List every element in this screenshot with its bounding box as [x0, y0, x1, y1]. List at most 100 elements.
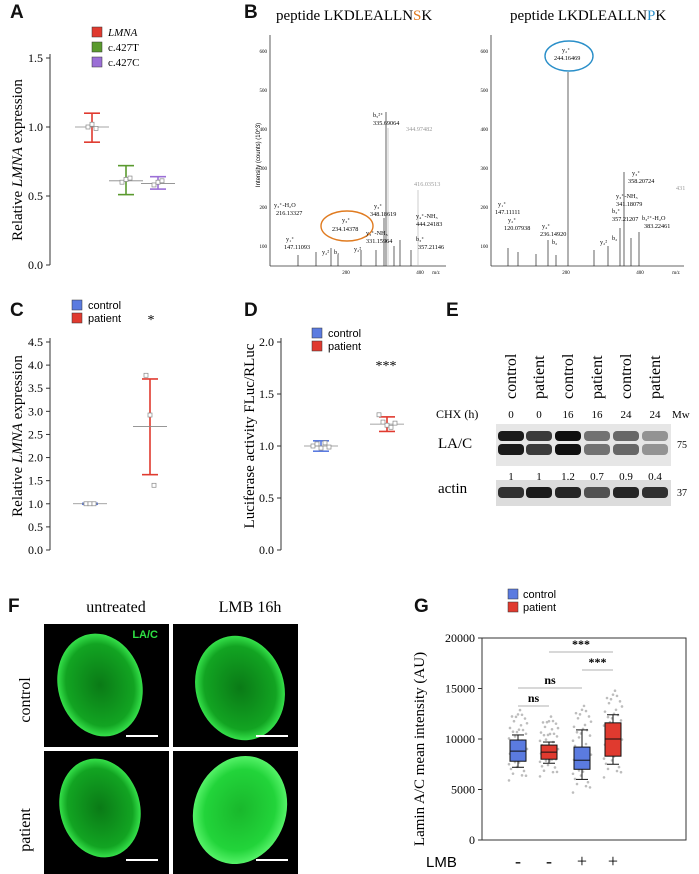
spectrum-annotation: b₃⁺ [416, 236, 425, 243]
lmb-sign: + [608, 851, 618, 871]
spectrum-annotation: y₃⁺-NH₃ [616, 193, 638, 200]
panel-g-point [603, 710, 607, 713]
spectrum-left-ylabel: Intensity (counts) (10^3) [256, 123, 262, 187]
legend-label-patient: patient [88, 313, 121, 325]
lac-band-lower [526, 444, 552, 455]
panel-g-point [520, 774, 524, 777]
panel-g-point [587, 715, 591, 718]
lane-label-patient: patient [531, 355, 548, 399]
panel-g-point [614, 708, 618, 712]
panel-g-point [521, 728, 525, 732]
panel-g-point [611, 693, 615, 696]
panel-g-point [586, 780, 590, 784]
panel-g-point [507, 737, 511, 740]
spectrum-annotation: 431 [676, 185, 685, 192]
lac-blot [496, 424, 671, 466]
panel-g-point [543, 725, 547, 729]
panel-c-ytick-label: 1.5 [28, 474, 43, 488]
panel-d-ytick-label: 1.0 [259, 439, 274, 453]
panel-b-spectra: peptide LKDLEALLNSK peptide LKDLEALLNPK … [256, 8, 685, 276]
lane-label-patient: patient [647, 355, 664, 399]
panel-g-point [542, 733, 546, 737]
panel-g-point [602, 757, 606, 760]
legend-swatch-patient [311, 340, 323, 352]
panel-g-point [545, 720, 549, 724]
panel-c-ytick-label: 3.0 [28, 404, 43, 418]
panel-g-ytick-label: 20000 [445, 631, 475, 645]
nucleus-patient-untreated [59, 758, 141, 858]
panel-d-point [384, 422, 390, 428]
panel-d-point [310, 443, 316, 449]
panel-g-point [571, 772, 575, 776]
panel-g-point [571, 739, 575, 743]
panel-g-point [577, 736, 581, 739]
panel-a-point [159, 178, 165, 184]
panel-d-significance: *** [376, 359, 397, 374]
panel-g-point [580, 708, 584, 712]
panel-g-sig-p: *** [589, 655, 607, 669]
panel-g-point [582, 704, 586, 708]
actin-band [555, 487, 581, 498]
spectrum-annotation: y₂² [600, 239, 607, 246]
panel-g-point [609, 697, 613, 701]
spectrum-annotation: 358.20724 [628, 178, 654, 185]
panel-g-point [588, 734, 592, 737]
lac-band-lower [613, 444, 639, 455]
spectrum-annotation: 416.03513 [414, 181, 440, 188]
spectrum-annotation: y₃⁺ [632, 170, 641, 177]
panel-g-ylabel: Lamin A/C mean intensity (AU) [412, 652, 428, 846]
panel-g-point [514, 715, 518, 719]
panel-d-point [392, 420, 398, 426]
actin-band [613, 487, 639, 498]
lmb-sign: - [515, 851, 521, 871]
mw-label: Mw [672, 409, 690, 421]
panel-g-point [588, 786, 592, 789]
lmb-sign: - [546, 851, 552, 871]
panel-g-point [583, 723, 587, 727]
panel-d-ylabel: Luciferase activity FLuc/RLuc [242, 343, 258, 528]
lac-band-upper [526, 431, 552, 441]
panel-c-point [147, 412, 153, 418]
panel-g-point [555, 770, 559, 774]
spectrum-right-highlight-circle [544, 40, 594, 72]
spectrum-annotation: 331.15964 [366, 238, 392, 245]
spectrum-annotation: 348.18619 [370, 211, 396, 218]
panel-g-point [618, 700, 622, 703]
panel-c-ylabel: Relative LMNA expression [10, 355, 26, 517]
spectrum-left-xtick: 200 [342, 271, 350, 276]
panel-g-box [604, 722, 622, 757]
panel-c-point [87, 501, 93, 507]
nucleus-control-untreated [57, 633, 143, 737]
lac-band-upper [584, 431, 610, 441]
panel-g-point [589, 720, 593, 723]
panel-g-sig-ns: ns [544, 673, 556, 687]
chx-value: 16 [563, 409, 575, 421]
spectrum-left-xtick: 400 [416, 271, 424, 276]
spectrum-annotation: y₃⁺ [342, 217, 351, 224]
panel-g-point [511, 772, 515, 775]
spectrum-right-ytick: 100 [481, 245, 489, 250]
panel-g-point [546, 763, 550, 767]
panel-label-c: C [10, 300, 24, 321]
mw-actin: 37 [677, 488, 687, 499]
panel-c-chart: 0.0 0.5 1.0 1.5 2.0 2.5 3.0 3.5 4.0 4.5 Relative … [10, 299, 167, 557]
panel-c-point [151, 482, 157, 488]
spectrum-annotation: 236.14920 [540, 231, 566, 238]
spectrum-annotation: b₂ [552, 239, 557, 246]
spectrum-annotation: y₃⁺-NH₃ [366, 230, 388, 237]
spectrum-left: Intensity (counts) (10^3) 600 500 400 30… [256, 35, 446, 276]
spectrum-left-xunit: m/z [432, 271, 440, 276]
spectrum-annotation: y₂² [322, 249, 329, 256]
panel-g-point [549, 715, 553, 718]
spectrum-right-ytick: 500 [481, 89, 489, 94]
panel-g-point [544, 738, 548, 741]
panel-label-a: A [10, 2, 24, 23]
panel-c-ytick-label: 0.5 [28, 520, 43, 534]
lane-label-patient: patient [589, 355, 606, 399]
spectrum-annotation: 357.21146 [418, 244, 444, 251]
stain-label: LA/C [132, 629, 158, 641]
panel-g-point [522, 769, 526, 773]
row-patient: patient [17, 808, 34, 852]
panel-g-point [584, 784, 588, 788]
legend-swatch-control [71, 299, 83, 311]
